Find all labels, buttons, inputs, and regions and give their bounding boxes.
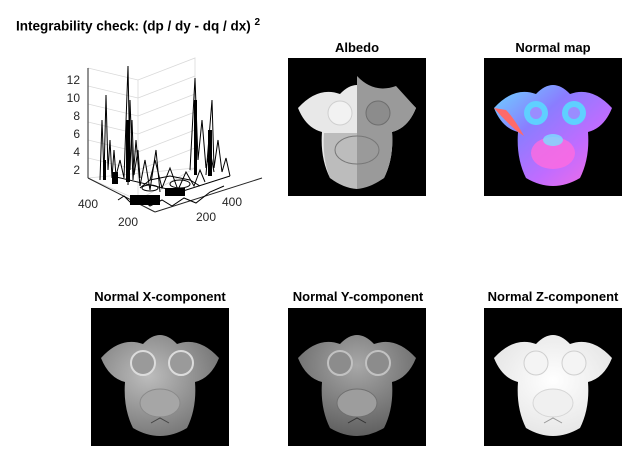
- panel-title-normal-x: Normal X-component: [94, 289, 226, 304]
- x-tick-200: 200: [118, 215, 138, 229]
- z-tick-6: 6: [73, 127, 80, 141]
- plot3d-z-ticks: 2 4 6 8 10 12: [67, 73, 81, 177]
- panel-title-normal-y: Normal Y-component: [292, 289, 424, 304]
- z-tick-12: 12: [67, 73, 81, 87]
- monkey-head-albedo: [298, 76, 416, 189]
- plot3d-title-text: Integrability check: (dp / dy - dq / dx): [16, 18, 251, 34]
- normal-x-image: [91, 308, 229, 446]
- z-tick-2: 2: [73, 163, 80, 177]
- z-tick-4: 4: [73, 145, 80, 159]
- x-tick-400: 400: [78, 197, 98, 211]
- albedo-image: [288, 58, 426, 196]
- plot3d-title-exponent: 2: [254, 17, 261, 28]
- monkey-head-nz: [494, 335, 612, 436]
- panel-title-normal-z: Normal Z-component: [487, 289, 619, 304]
- panel-title-albedo: Albedo: [334, 40, 380, 55]
- monkey-head-ny: [298, 335, 416, 436]
- z-tick-8: 8: [73, 109, 80, 123]
- plot3d-axes: [87, 57, 263, 213]
- y-tick-400: 400: [222, 195, 242, 209]
- monkey-head-nx: [101, 335, 219, 436]
- plot3d-surface-fill: [103, 100, 212, 205]
- plot3d-x-ticks: 400 200: [78, 197, 138, 229]
- normal-y-image: [288, 308, 426, 446]
- plot3d-title: Integrability check: (dp / dy - dq / dx)…: [16, 17, 260, 34]
- panel-title-normal-map: Normal map: [515, 40, 591, 55]
- y-tick-200: 200: [196, 210, 216, 224]
- plot3d-y-ticks: 200 400: [196, 195, 242, 224]
- normal-z-image: [484, 308, 622, 446]
- z-tick-10: 10: [67, 91, 81, 105]
- monkey-head-normal: [494, 85, 612, 186]
- normal-map-image: [484, 58, 622, 196]
